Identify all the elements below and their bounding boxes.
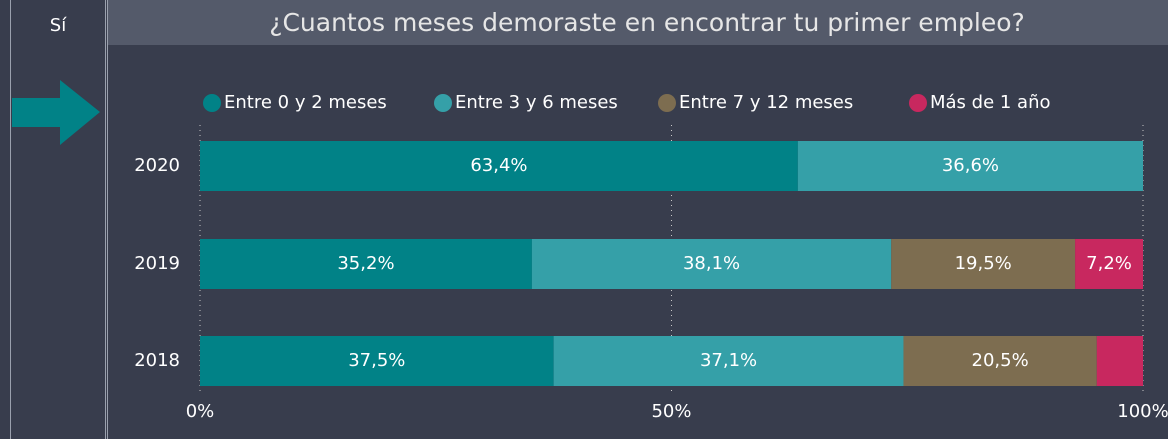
x-tick-label: 50% [651,401,691,422]
x-tick-label: 100% [1117,401,1168,422]
arrow-icon [12,80,100,145]
bar-segment [1075,239,1143,289]
data-label: 7,2% [1086,253,1132,274]
legend-marker [434,94,452,112]
bar-segment [531,239,892,289]
data-label: 19,5% [955,253,1012,274]
x-tick-label: 0% [186,401,215,422]
bar-segment [200,239,532,289]
bar-segment [891,239,1076,289]
y-tick-label: 2018 [134,350,180,371]
legend-marker [658,94,676,112]
legend-label: Entre 7 y 12 meses [679,92,853,113]
chart-title: ¿Cuantos meses demoraste en encontrar tu… [269,8,1025,37]
legend-label: Más de 1 año [930,92,1051,113]
data-label: 36,6% [942,155,999,176]
title-bar [108,0,1168,45]
data-label: 35,2% [337,253,394,274]
legend-label: Entre 3 y 6 meses [455,92,618,113]
y-tick-label: 2020 [134,155,180,176]
legend-label: Entre 0 y 2 meses [224,92,387,113]
data-label: 38,1% [683,253,740,274]
bar-segment [797,141,1143,191]
data-label: 37,5% [348,350,405,371]
data-label: 63,4% [470,155,527,176]
side-label: Sí [50,15,67,36]
legend-marker [909,94,927,112]
bar-segment [903,336,1097,386]
bar-segment [553,336,904,386]
data-label: 20,5% [972,350,1029,371]
bar-segment [200,141,798,191]
bar-segment [1096,336,1143,386]
y-tick-label: 2019 [134,253,180,274]
data-label: 37,1% [700,350,757,371]
legend-marker [203,94,221,112]
bar-segment [200,336,554,386]
